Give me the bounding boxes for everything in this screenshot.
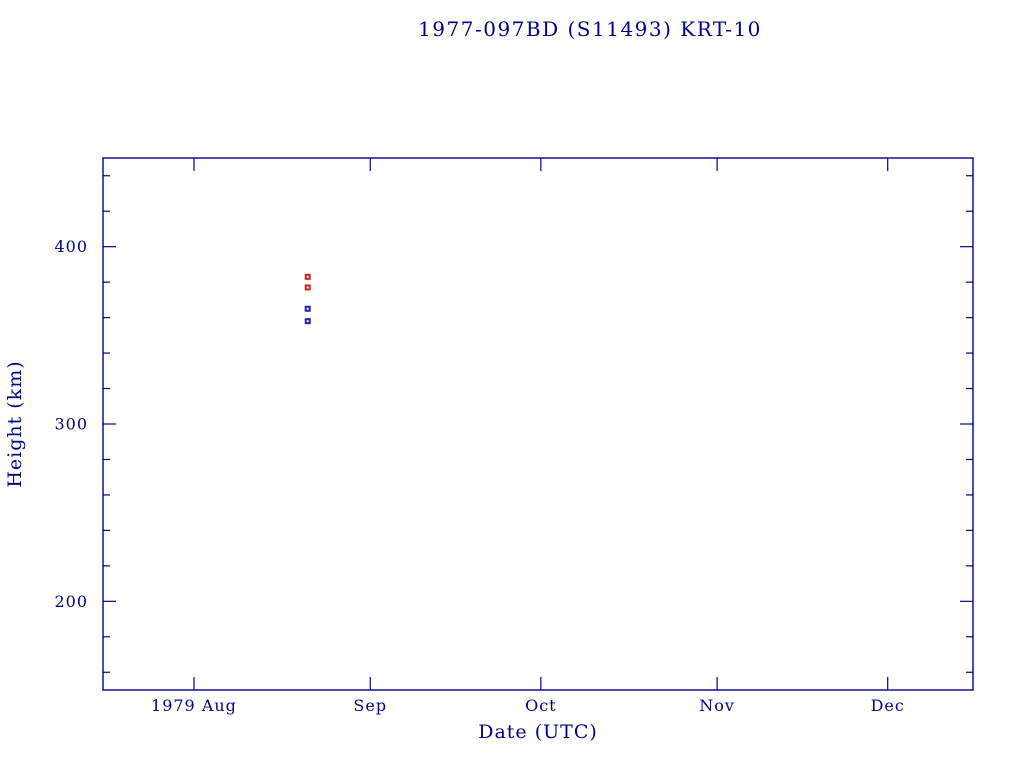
x-tick-label: Oct: [525, 696, 557, 715]
x-tick-label: Sep: [353, 696, 387, 715]
x-tick-label: 1979 Aug: [151, 696, 237, 715]
data-point-center-blue-series: [306, 307, 309, 310]
y-tick-label: 300: [54, 415, 88, 434]
data-point-center-blue-series: [306, 320, 309, 323]
data-point-center-red-series: [306, 275, 309, 278]
x-tick-label: Dec: [871, 696, 905, 715]
x-tick-label: Nov: [699, 696, 735, 715]
chart-title: 1977-097BD (S11493) KRT-10: [418, 17, 762, 41]
y-tick-label: 400: [54, 237, 88, 256]
plot-frame: [102, 157, 974, 691]
y-tick-label: 200: [54, 592, 88, 611]
data-point-center-red-series: [306, 286, 309, 289]
x-axis-title: Date (UTC): [478, 721, 598, 743]
